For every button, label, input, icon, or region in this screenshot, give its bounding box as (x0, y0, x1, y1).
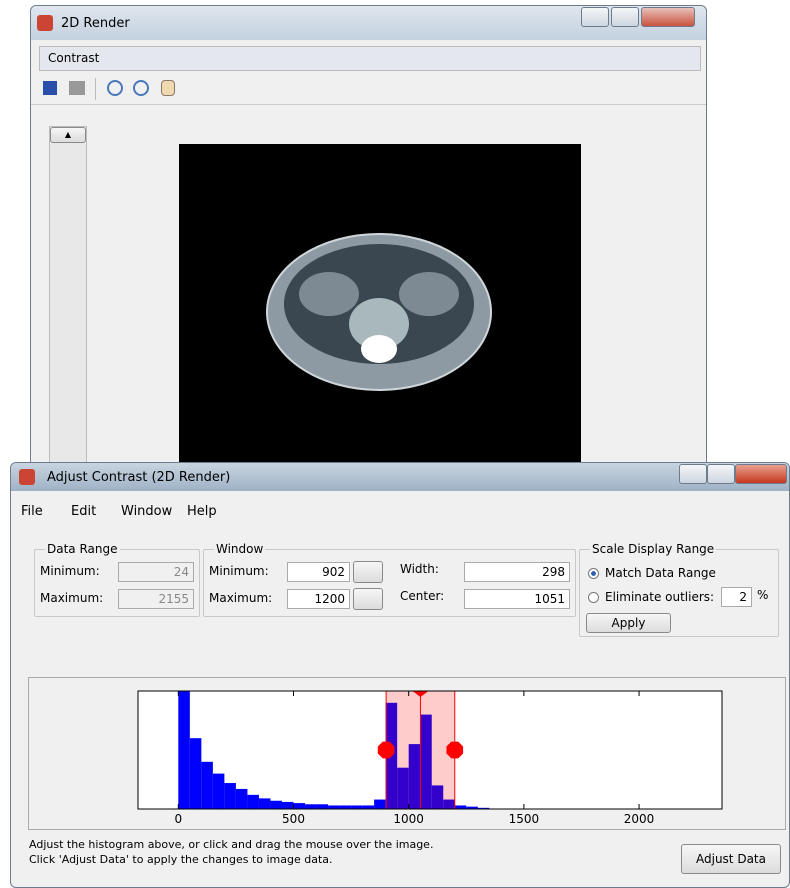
window-title: 2D Render (61, 16, 130, 31)
window-handle (378, 742, 395, 759)
label: Maximum: (40, 591, 103, 605)
window-group: Window Minimum: 902 Maximum: 1200 Width:… (203, 549, 576, 617)
x-tick-label: 1500 (509, 812, 540, 826)
x-tick-label: 500 (282, 812, 305, 826)
group-title: Window (214, 542, 265, 556)
apply-button[interactable]: Apply (586, 613, 671, 633)
panel-header: Contrast (39, 46, 701, 71)
menu-bar: File Edit Window Help (11, 501, 789, 523)
title-bar: 2D Render (31, 6, 706, 40)
radio-match[interactable] (588, 568, 599, 579)
menu-item[interactable]: Help (187, 504, 217, 519)
save-icon[interactable] (43, 81, 57, 95)
menu-item[interactable]: Edit (71, 504, 96, 519)
contrast-window: Adjust Contrast (2D Render) File Edit Wind… (10, 462, 790, 888)
histogram-bar (351, 805, 363, 809)
histogram-bar (282, 802, 294, 809)
toolbar-border (31, 104, 706, 105)
radio-eliminate[interactable] (588, 592, 599, 603)
histogram-bar (328, 805, 340, 809)
label: Minimum: (209, 564, 269, 578)
center-field[interactable]: 1051 (464, 589, 570, 609)
window-handle (446, 742, 463, 759)
x-tick-label: 1000 (393, 812, 424, 826)
zoom-out-icon[interactable] (133, 80, 149, 96)
histogram-bar (374, 800, 386, 809)
close-button[interactable] (735, 464, 787, 484)
histogram-bar (294, 803, 306, 809)
eyedropper-button[interactable] (353, 561, 383, 583)
histogram-bar (213, 774, 225, 809)
maximize-button[interactable] (707, 464, 735, 484)
histogram-bar (178, 691, 190, 809)
scrollbar[interactable]: ▲ (49, 126, 87, 478)
outlier-field[interactable]: 2 (721, 587, 752, 607)
title-bar: Adjust Contrast (2D Render) (11, 463, 789, 491)
page: {"render_window": {"title": "2D Render",… (0, 0, 790, 888)
histogram-bar (259, 798, 271, 809)
data-range-group: Data Range Minimum: 24 Maximum: 2155 (34, 549, 200, 617)
menu-item[interactable]: Window (121, 504, 172, 519)
histogram-bar (455, 805, 467, 809)
minimize-button[interactable] (581, 7, 609, 27)
print-icon[interactable] (69, 81, 85, 95)
histogram-bar (247, 795, 259, 809)
x-tick-label: 2000 (624, 812, 655, 826)
histogram-bar (270, 801, 282, 809)
histogram-bar (201, 762, 213, 809)
percent-sign: % (757, 588, 768, 602)
separator (95, 78, 96, 100)
group-title: Data Range (45, 542, 120, 556)
eyedropper-button[interactable] (353, 588, 383, 610)
histogram-bar (305, 804, 317, 809)
scale-display-group: Scale Display Range Match Data Range Eli… (579, 549, 779, 637)
instruction: Click 'Adjust Data' to apply the changes… (29, 853, 333, 866)
maximize-button[interactable] (611, 7, 639, 27)
label: Eliminate outliers: (605, 590, 714, 604)
window-title: Adjust Contrast (2D Render) (47, 470, 230, 485)
close-button[interactable] (641, 7, 695, 27)
label: Minimum: (40, 564, 100, 578)
histogram-bar (224, 783, 236, 809)
app-icon (19, 469, 35, 485)
bone (361, 335, 397, 363)
histogram-bar (340, 805, 352, 809)
label: Maximum: (209, 591, 272, 605)
minimize-button[interactable] (679, 464, 707, 484)
adjust-data-button[interactable]: Adjust Data (681, 844, 781, 874)
scroll-up[interactable]: ▲ (50, 127, 86, 143)
organ (299, 272, 359, 316)
histogram-bar (236, 789, 248, 809)
histogram-bar (190, 738, 202, 809)
panel-title: Contrast (48, 51, 99, 65)
render-window: 2D Render Contrast ▲ (30, 5, 707, 477)
window-min-field[interactable]: 902 (287, 562, 350, 582)
x-tick-label: 0 (174, 812, 182, 826)
ct-image (179, 144, 581, 474)
menu-item[interactable]: File (21, 504, 43, 519)
width-field[interactable]: 298 (464, 562, 570, 582)
histogram-bar (363, 805, 375, 809)
data-min-field: 24 (118, 562, 194, 582)
window-max-field[interactable]: 1200 (287, 589, 350, 609)
app-icon (37, 15, 53, 31)
histogram-bar (317, 804, 329, 809)
pan-icon[interactable] (161, 80, 175, 96)
data-max-field: 2155 (118, 589, 194, 609)
instruction: Adjust the histogram above, or click and… (29, 838, 433, 851)
histogram: 0 500 1000 1500 2000 (28, 677, 786, 830)
label: Center: (400, 589, 444, 603)
zoom-in-icon[interactable] (107, 80, 123, 96)
group-title: Scale Display Range (590, 542, 716, 556)
label: Width: (400, 562, 439, 576)
body: 2D Render Contrast ▲ Adjust Contrast (2D… (0, 0, 790, 888)
label: Match Data Range (605, 566, 716, 580)
organ (399, 272, 459, 316)
